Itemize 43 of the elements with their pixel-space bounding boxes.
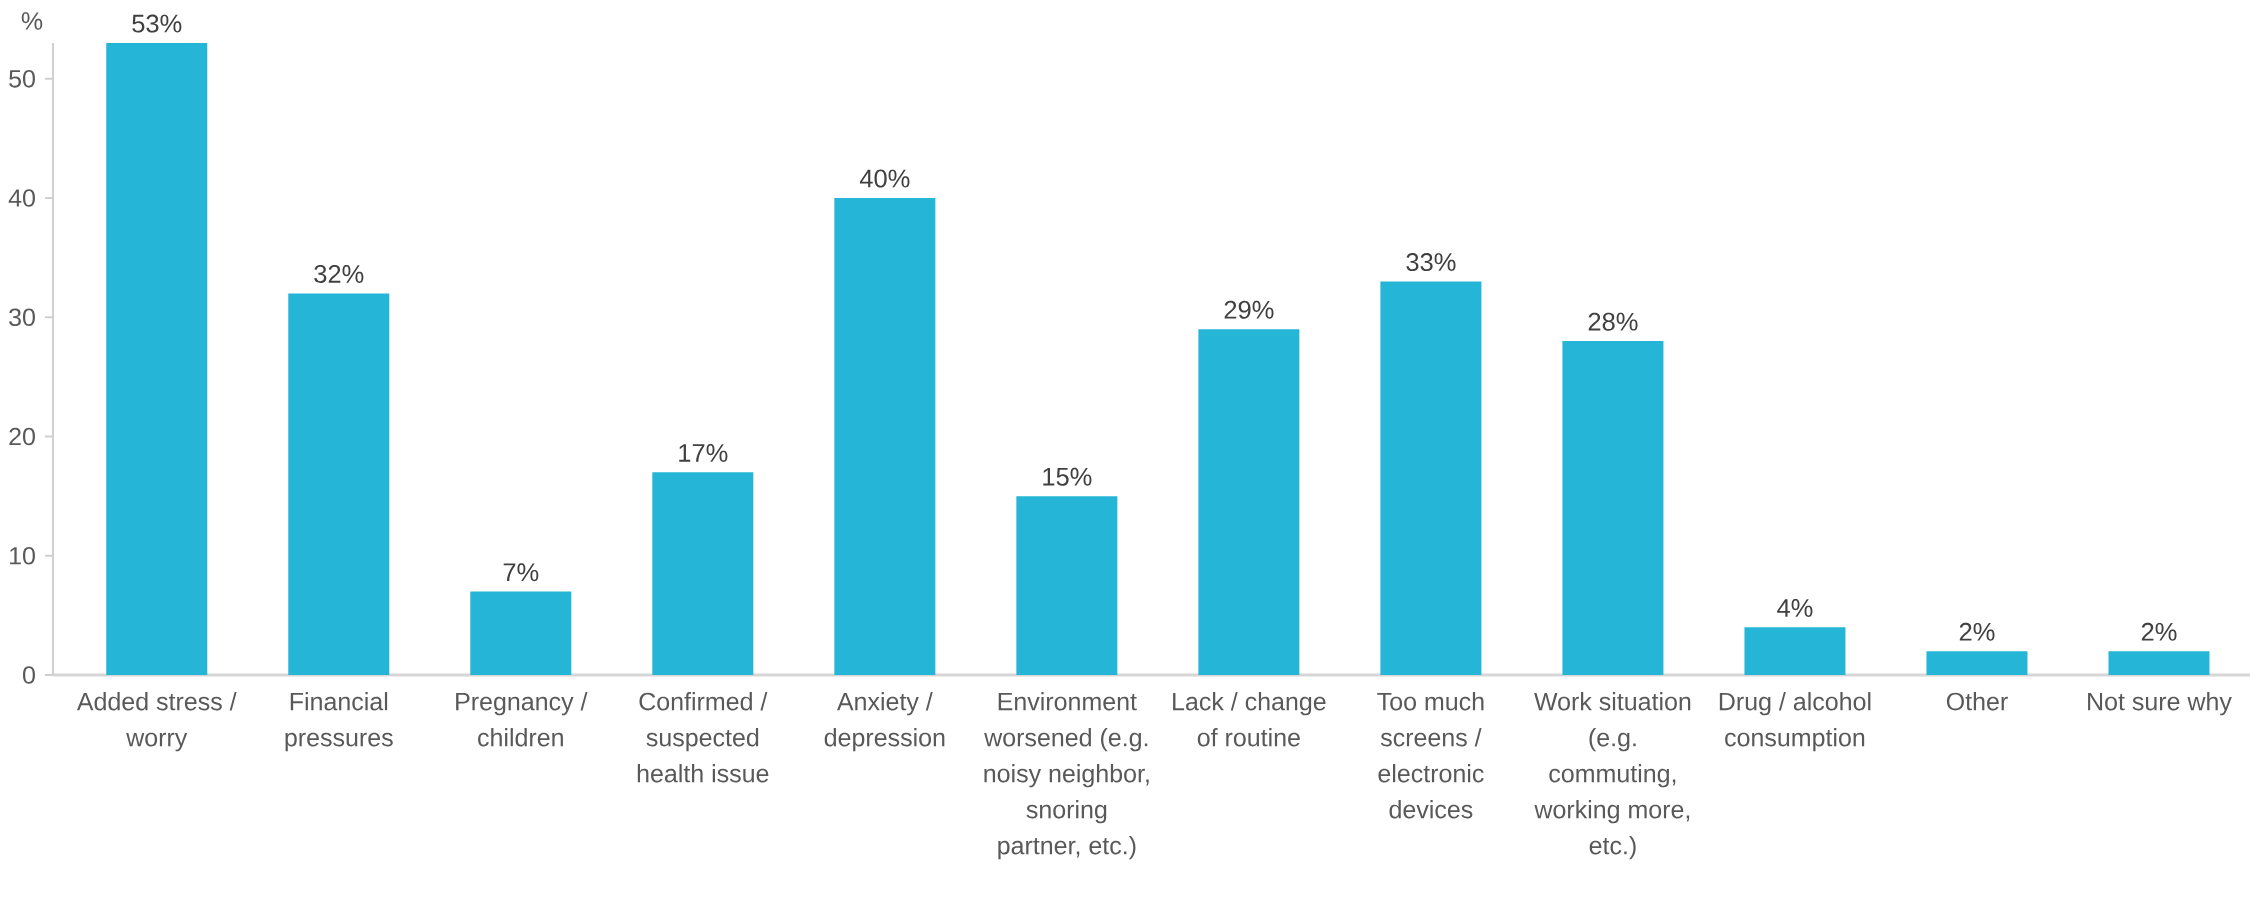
x-tick-label: Other [1946,692,2008,711]
bar [1016,496,1118,675]
data-label: 17% [679,444,728,462]
data-label: 2% [2141,622,2177,641]
bar [834,198,936,675]
bar [652,472,754,675]
x-tick-label: Environment worsened (e.g. noisy neighbor, snoring partner, etc.) [984,692,1149,860]
x-tick-label: Drug / alcohol consumption [1719,692,1871,752]
x-tick-label: Anxiety / depression [824,692,945,752]
y-tick-label: 30 [9,308,35,327]
x-tick-label: Work situation (e.g. commuting, working more, etc.) [1534,692,1691,860]
x-tick-label: Confirmed / suspected health issue [637,692,769,783]
data-label: 53% [132,14,182,33]
bar [1562,341,1664,675]
y-tick-label: 50 [9,69,35,88]
x-tick-label: Not sure why [2088,692,2232,716]
bar [1744,627,1846,675]
y-tick-label: 10 [10,546,35,565]
data-label: 2% [1959,622,1995,641]
y-tick-label: 0 [23,666,35,684]
x-tick-label: Pregnancy / children [456,692,588,747]
bar [1380,281,1482,675]
x-tick-label: Added stress / worry [76,692,237,752]
data-label: 32% [314,264,364,284]
bar [106,43,208,675]
data-label: 15% [1043,467,1092,486]
bar [1926,651,2028,675]
x-tick-label: Lack / change of routine [1173,692,1326,747]
x-tick-label: Financial pressures [285,692,393,752]
bar [1198,329,1300,675]
data-label: 7% [503,563,539,582]
data-label: 40% [859,169,910,188]
x-tick-label: Too much screens / electronic devices [1377,692,1484,819]
y-tick-label: 20 [9,427,35,446]
data-label: 29% [1224,300,1274,319]
data-label: 4% [1777,599,1813,617]
bar [288,293,390,675]
bar [2108,651,2210,675]
data-label: 28% [1588,312,1638,331]
y-axis-title: % [21,12,43,30]
bar [470,591,572,675]
data-label: 33% [1406,253,1456,272]
y-tick-label: 40 [8,189,35,207]
